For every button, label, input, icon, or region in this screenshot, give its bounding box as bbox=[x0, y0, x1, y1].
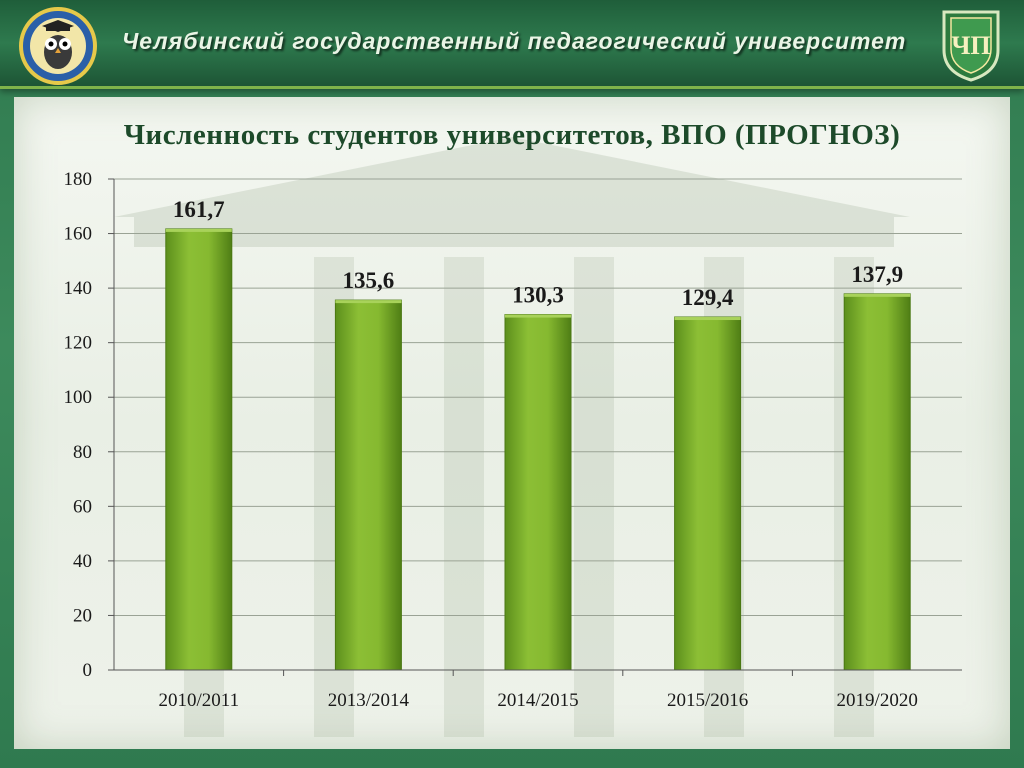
bar-top-highlight bbox=[335, 300, 402, 304]
owl-emblem-icon bbox=[19, 7, 97, 85]
header-bar: Челябинский государственный педагогическ… bbox=[0, 0, 1024, 89]
x-tick-label: 2013/2014 bbox=[328, 690, 410, 711]
university-crest-icon: ЧП bbox=[942, 10, 1000, 82]
data-labels: 161,7 135,6 130,3 129,4 137,9 bbox=[173, 197, 903, 310]
x-tick-label: 2019/2020 bbox=[837, 690, 918, 711]
y-tick-label: 0 bbox=[83, 660, 93, 681]
y-tick-label: 100 bbox=[64, 387, 93, 408]
y-tick-label: 160 bbox=[64, 224, 93, 245]
bar bbox=[843, 293, 911, 671]
data-label: 137,9 bbox=[851, 262, 903, 287]
bar bbox=[165, 228, 233, 671]
bar-top-highlight bbox=[844, 293, 911, 297]
bar bbox=[674, 316, 742, 671]
data-label: 129,4 bbox=[682, 285, 734, 310]
data-label: 135,6 bbox=[343, 268, 395, 293]
bar-top-highlight bbox=[505, 314, 571, 318]
y-tick-label: 180 bbox=[64, 169, 93, 190]
y-axis: 0 20 40 60 80 100 120 140 160 180 bbox=[64, 169, 115, 681]
bar-top-highlight bbox=[165, 228, 232, 232]
bars bbox=[165, 228, 911, 671]
x-axis: 2010/2011 2013/2014 2014/2015 2015/2016 2019… bbox=[114, 669, 962, 711]
data-label: 130,3 bbox=[512, 283, 564, 308]
x-tick-label: 2014/2015 bbox=[497, 690, 578, 711]
y-tick-label: 40 bbox=[73, 551, 92, 572]
x-tick-label: 2015/2016 bbox=[667, 690, 748, 711]
chart-title: Численность студентов университетов, ВПО… bbox=[123, 119, 901, 151]
svg-text:ЧП: ЧП bbox=[951, 31, 990, 60]
y-tick-label: 20 bbox=[73, 605, 92, 626]
bar bbox=[504, 314, 572, 671]
y-tick-label: 120 bbox=[64, 333, 93, 354]
y-tick-label: 140 bbox=[64, 278, 93, 299]
x-tick-label: 2010/2011 bbox=[159, 690, 240, 711]
bar-top-highlight bbox=[674, 317, 741, 321]
bar bbox=[334, 299, 402, 671]
y-tick-label: 80 bbox=[73, 442, 92, 463]
data-label: 161,7 bbox=[173, 197, 225, 222]
y-tick-label: 60 bbox=[73, 496, 92, 517]
university-name: Челябинский государственный педагогическ… bbox=[122, 28, 907, 54]
